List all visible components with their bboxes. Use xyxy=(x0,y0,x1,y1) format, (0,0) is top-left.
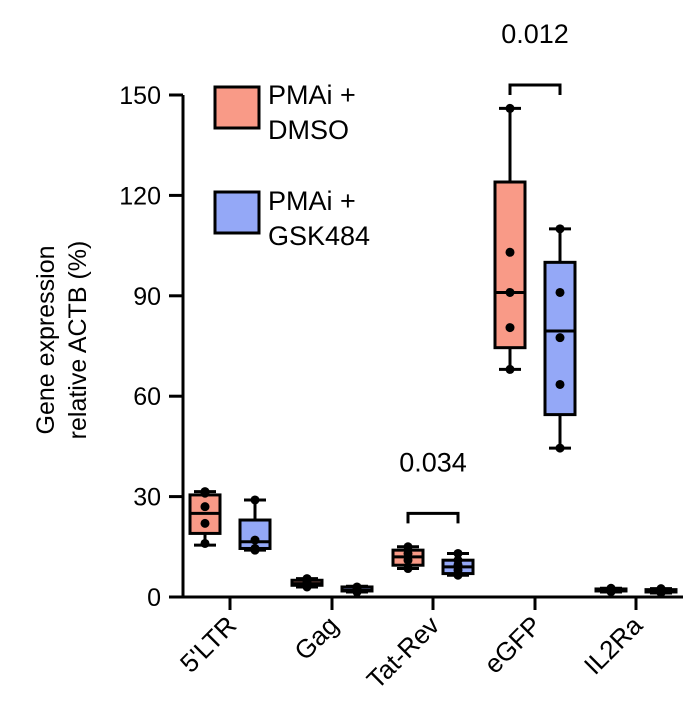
data-point xyxy=(250,495,260,505)
significance-bracket: 0.034 xyxy=(399,447,467,524)
data-point xyxy=(505,364,515,374)
legend-item: PMAi + DMSO xyxy=(213,80,356,145)
legend-label: PMAi + xyxy=(268,80,356,110)
y-tick-label: 60 xyxy=(133,383,161,411)
data-point xyxy=(606,583,616,593)
data-point xyxy=(403,548,413,558)
box-0-3 xyxy=(493,103,527,374)
y-axis-title: relative ACTB (%) xyxy=(64,241,92,440)
box-1-2 xyxy=(441,548,475,580)
bracket-line xyxy=(508,83,562,95)
legend-swatch xyxy=(213,190,261,235)
significance-brackets: 0.034 0.012 xyxy=(399,19,569,524)
box-1-3 xyxy=(543,224,577,453)
x-tick-label: eGFP xyxy=(478,610,547,679)
data-point xyxy=(555,443,565,453)
data-point xyxy=(453,555,463,565)
box-1-4 xyxy=(644,584,678,598)
data-point xyxy=(250,535,260,545)
data-point xyxy=(453,548,463,558)
p-value-label: 0.012 xyxy=(501,19,569,49)
y-tick-label: 30 xyxy=(133,484,161,512)
data-point xyxy=(352,582,362,592)
bracket-line xyxy=(406,511,460,524)
x-tick-label: IL2Ra xyxy=(578,610,649,681)
data-point xyxy=(302,574,312,584)
box-0-4 xyxy=(594,583,628,597)
legend-swatch xyxy=(213,85,261,130)
data-point xyxy=(505,287,515,297)
x-tick-label: 5'LTR xyxy=(174,610,242,678)
data-point xyxy=(505,103,515,113)
data-point xyxy=(403,555,413,565)
data-point xyxy=(200,518,210,528)
legend-label: GSK484 xyxy=(268,221,370,251)
box-series xyxy=(188,103,678,598)
y-tick-label: 120 xyxy=(119,182,161,210)
x-tick-label: Tat-Rev xyxy=(361,610,446,695)
data-point xyxy=(403,564,413,574)
significance-bracket: 0.012 xyxy=(501,19,569,95)
data-point xyxy=(555,224,565,234)
box-1-0 xyxy=(238,495,272,555)
axes: 0 30 60 90 120 150 Gene expression relative ACT… xyxy=(32,82,683,695)
legend: PMAi + DMSO PMAi + GSK484 xyxy=(213,80,370,251)
data-point xyxy=(505,323,515,333)
data-point xyxy=(200,538,210,548)
data-point xyxy=(250,543,260,553)
box-1-1 xyxy=(340,582,374,597)
x-tick-label: Gag xyxy=(288,610,344,666)
box-0-0 xyxy=(188,487,222,548)
legend-item: PMAi + GSK484 xyxy=(213,186,370,251)
box-0-2 xyxy=(391,542,425,574)
legend-label: DMSO xyxy=(268,115,349,145)
box-0-1 xyxy=(290,574,324,592)
data-point xyxy=(656,584,666,594)
box xyxy=(493,180,527,350)
y-tick-label: 0 xyxy=(147,584,161,612)
data-point xyxy=(200,502,210,512)
data-point xyxy=(555,333,565,343)
legend-label: PMAi + xyxy=(268,186,356,216)
y-tick-label: 90 xyxy=(133,283,161,311)
p-value-label: 0.034 xyxy=(399,447,467,477)
data-point xyxy=(555,379,565,389)
data-point xyxy=(200,487,210,497)
data-point xyxy=(505,247,515,257)
data-point xyxy=(403,542,413,552)
data-point xyxy=(555,287,565,297)
y-axis-title: Gene expression xyxy=(32,245,60,434)
y-tick-label: 150 xyxy=(119,82,161,110)
